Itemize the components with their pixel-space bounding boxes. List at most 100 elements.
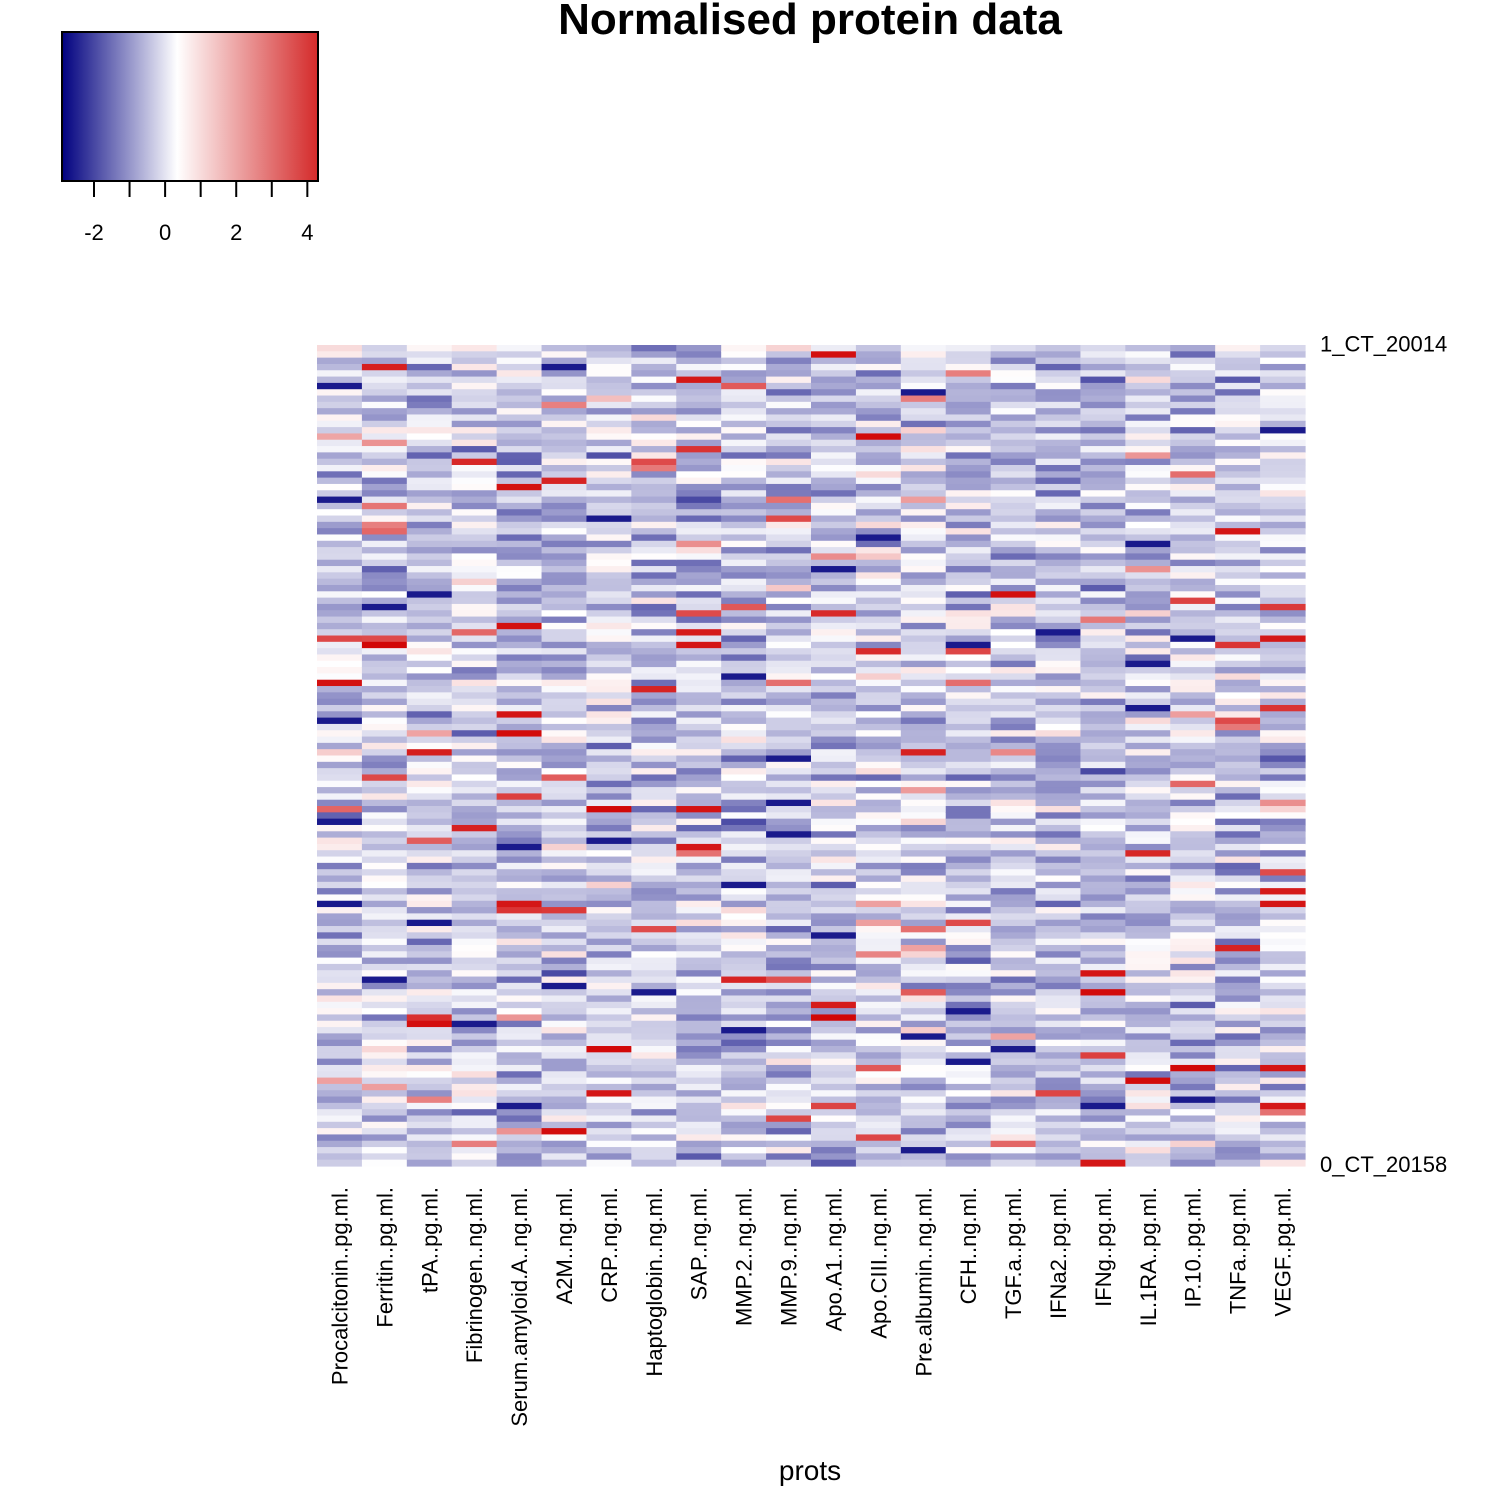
heatmap-cell [990, 433, 1037, 441]
heatmap-cell [1035, 616, 1082, 624]
heatmap-cell [1035, 490, 1082, 498]
heatmap-cell [900, 673, 947, 681]
heatmap-cell [676, 370, 722, 378]
heatmap-cell [1170, 597, 1216, 605]
heatmap-cell [855, 641, 902, 649]
heatmap-cell [317, 704, 363, 712]
heatmap-cell [1260, 641, 1306, 649]
heatmap-cell [1170, 932, 1216, 940]
heatmap-cell [361, 1058, 408, 1066]
heatmap-cell [1170, 711, 1216, 719]
heatmap-cell [541, 963, 588, 971]
heatmap-cell [1215, 1121, 1261, 1129]
heatmap-cell [631, 761, 677, 769]
heatmap-cell [451, 1064, 498, 1072]
heatmap-cell [1035, 686, 1082, 693]
heatmap-cell [990, 723, 1037, 731]
heatmap-cell [631, 742, 677, 750]
heatmap-cell [1260, 1020, 1306, 1028]
column-label: Serum.amyloid.A..ng.ml. [507, 1187, 532, 1427]
heatmap-cell [631, 1014, 677, 1022]
heatmap-cell [1035, 553, 1082, 561]
heatmap-cell [1035, 629, 1082, 637]
heatmap-cell [1035, 704, 1082, 712]
heatmap-cell [631, 427, 677, 435]
heatmap-cell [766, 1058, 812, 1066]
heatmap-cell [721, 856, 767, 864]
heatmap-cell [496, 622, 543, 630]
heatmap-cell [811, 780, 857, 788]
heatmap-cell [317, 351, 363, 359]
heatmap-cell [900, 1109, 947, 1117]
heatmap-cell [406, 1001, 453, 1009]
heatmap-cell [676, 907, 722, 914]
heatmap-cell [1125, 345, 1171, 352]
heatmap-cell [496, 989, 543, 997]
heatmap-cell [811, 742, 857, 750]
column-label: Procalcitonin..pg.ml. [327, 1187, 352, 1385]
heatmap-cell [1035, 458, 1082, 466]
heatmap-cell [361, 610, 408, 618]
heatmap-cell [496, 761, 543, 769]
heatmap-cell [496, 1064, 543, 1072]
heatmap-cell [631, 357, 677, 365]
heatmap-cell [1215, 812, 1261, 820]
heatmap-cell [631, 824, 677, 832]
heatmap-cell [541, 622, 588, 630]
heatmap-cell [496, 1102, 543, 1110]
heatmap-cell [406, 616, 453, 624]
heatmap-cell [1260, 692, 1306, 700]
heatmap-cell [900, 774, 947, 782]
heatmap-cell [451, 761, 498, 769]
heatmap-cell [496, 1033, 543, 1041]
heatmap-cell [900, 704, 947, 712]
heatmap-cell [855, 787, 902, 794]
heatmap-cell [945, 698, 992, 706]
heatmap-cell [1080, 774, 1126, 782]
heatmap-cell [811, 736, 857, 744]
heatmap-cell [811, 824, 857, 832]
heatmap-cell [676, 799, 722, 807]
heatmap-cell [811, 496, 857, 504]
heatmap-cell [317, 427, 363, 435]
heatmap-cell [990, 704, 1037, 712]
heatmap-cell [721, 1058, 767, 1066]
heatmap-cell [900, 1046, 947, 1053]
heatmap-cell [945, 408, 992, 416]
heatmap-cell [631, 603, 677, 611]
heatmap-cell [496, 1020, 543, 1028]
heatmap-cell [1215, 995, 1261, 1003]
heatmap-cell [676, 471, 722, 479]
heatmap-cell [496, 831, 543, 839]
heatmap-cell [451, 1020, 498, 1028]
heatmap-cell [990, 1134, 1037, 1142]
heatmap-cell [586, 951, 632, 959]
heatmap-cell [990, 578, 1037, 586]
heatmap-cell [1125, 376, 1171, 384]
heatmap-cell [766, 711, 812, 719]
heatmap-cell [1170, 1090, 1216, 1098]
heatmap-cell [541, 395, 588, 403]
heatmap-cell [631, 1071, 677, 1079]
heatmap-cell [631, 648, 677, 656]
heatmap-cell [811, 704, 857, 712]
heatmap-cell [766, 566, 812, 573]
heatmap-cell [945, 420, 992, 428]
heatmap-cell [586, 667, 632, 674]
heatmap-cell [1260, 869, 1306, 877]
heatmap-cell [1215, 1090, 1261, 1098]
heatmap-cell [1080, 401, 1126, 409]
heatmap-cell [361, 1153, 408, 1161]
heatmap-cell [1170, 1083, 1216, 1091]
heatmap-cell [1215, 686, 1261, 693]
heatmap-cell [361, 989, 408, 997]
heatmap-cell [406, 1064, 453, 1072]
heatmap-cell [990, 1046, 1037, 1053]
heatmap-cell [496, 1046, 543, 1053]
heatmap-cell [496, 711, 543, 719]
heatmap-cell [1035, 976, 1082, 984]
heatmap-cell [317, 1014, 363, 1022]
heatmap-cell [676, 597, 722, 605]
heatmap-cell [496, 723, 543, 731]
heatmap-cell [1215, 944, 1261, 952]
